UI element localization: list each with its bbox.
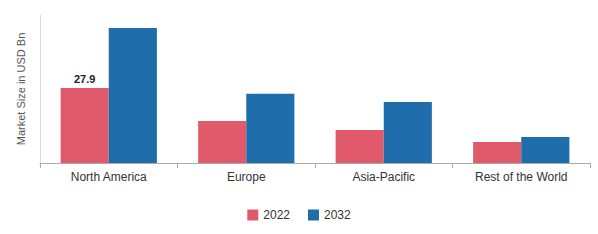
- svg-text:Asia-Pacific: Asia-Pacific: [352, 170, 415, 184]
- svg-text:Europe: Europe: [227, 170, 266, 184]
- svg-text:Rest of the World: Rest of the World: [475, 170, 567, 184]
- svg-text:Market Size in USD Bn: Market Size in USD Bn: [15, 33, 27, 145]
- svg-text:2022: 2022: [263, 208, 290, 222]
- svg-text:North America: North America: [71, 170, 147, 184]
- svg-text:2032: 2032: [324, 208, 351, 222]
- svg-text:27.9: 27.9: [74, 73, 95, 85]
